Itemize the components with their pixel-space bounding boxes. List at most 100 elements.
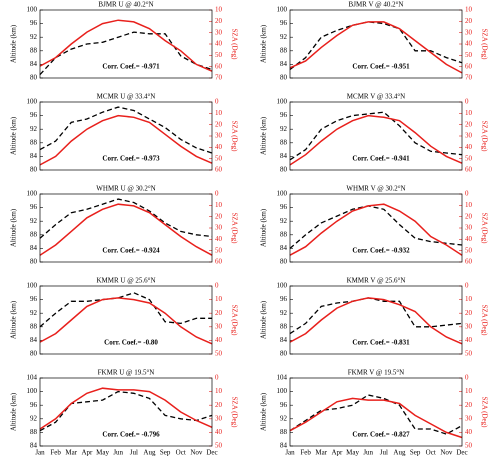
series-line [39, 203, 213, 256]
plot-frame [39, 101, 213, 171]
y-tick-label: 92 [30, 414, 38, 422]
y2-axis-label: SZA (Deg) [480, 397, 488, 429]
y2-tick-label: 60 [215, 166, 223, 174]
corr-annotation: Corr. Coef.= -0.827 [352, 431, 410, 439]
y2-tick-label: 10 [215, 6, 223, 14]
x-tick-label: Oct [426, 449, 436, 457]
y2-tick-label: 0 [465, 374, 469, 382]
y2-tick-label: 20 [465, 17, 473, 25]
y-tick-label: 84 [30, 60, 38, 68]
panel-title: MCMR U @ 33.4°N [97, 93, 156, 101]
y2-tick-label: 30 [465, 322, 473, 330]
series-line [289, 297, 463, 335]
y2-tick-label: 10 [215, 387, 223, 395]
x-tick-label: Jun [363, 449, 373, 457]
y-tick-label: 88 [30, 138, 38, 146]
y2-tick-label: 20 [215, 17, 223, 25]
y2-tick-label: 20 [465, 309, 473, 317]
y-tick-label: 88 [30, 428, 38, 436]
y2-tick-label: 10 [215, 295, 223, 303]
y2-tick-label: 50 [215, 246, 223, 254]
y2-tick-label: 0 [215, 98, 219, 106]
y-tick-label: 84 [280, 244, 288, 252]
y2-tick-label: 0 [215, 282, 219, 290]
plot-frame [289, 285, 463, 355]
y2-tick-label: 40 [465, 428, 473, 436]
series-line [39, 114, 213, 166]
plot-frame [39, 193, 213, 263]
series-line [289, 21, 463, 71]
y2-tick-label: 30 [465, 414, 473, 422]
plot-frame [289, 193, 463, 263]
panel-title: KMMR U @ 25.6°N [96, 277, 155, 285]
y-tick-label: 84 [280, 442, 288, 450]
y2-tick-label: 70 [215, 74, 223, 82]
y-axis-label: Altitude (km) [260, 208, 268, 247]
y-tick-label: 84 [280, 336, 288, 344]
y2-tick-label: 10 [465, 201, 473, 209]
corr-annotation: Corr. Coef.= -0.831 [352, 339, 410, 347]
y-tick-label: 100 [277, 282, 288, 290]
y-tick-label: 84 [30, 244, 38, 252]
corr-annotation: Corr. Coef.= -0.971 [102, 63, 160, 71]
y-tick-label: 92 [280, 309, 288, 317]
y-tick-label: 96 [30, 401, 38, 409]
y2-tick-label: 40 [215, 235, 223, 243]
y-tick-label: 100 [27, 6, 38, 14]
panel-title: WHMR V @ 30.2°N [346, 185, 405, 193]
series-line [289, 205, 463, 249]
y2-tick-label: 0 [465, 98, 469, 106]
y2-tick-label: 0 [465, 190, 469, 198]
y-axis-label: Altitude (km) [10, 392, 18, 431]
y-tick-label: 92 [280, 414, 288, 422]
series-line [39, 31, 213, 76]
y-axis-label: Altitude (km) [10, 24, 18, 63]
series-line [289, 394, 463, 435]
y2-axis-label: SZA (Deg) [480, 29, 488, 61]
y2-tick-label: 10 [465, 6, 473, 14]
x-tick-label: Feb [300, 449, 311, 457]
y2-axis-label: SZA (Deg) [230, 213, 238, 245]
y2-tick-label: 20 [465, 120, 473, 128]
x-tick-label: Apr [81, 449, 93, 457]
y-tick-label: 104 [277, 374, 288, 382]
y-tick-label: 100 [277, 190, 288, 198]
plot-frame [39, 9, 213, 79]
y2-tick-label: 50 [465, 51, 473, 59]
y2-tick-label: 30 [215, 28, 223, 36]
x-tick-label: Nov [190, 449, 203, 457]
x-tick-label: Mar [315, 449, 327, 457]
y2-tick-label: 0 [215, 374, 219, 382]
y2-tick-label: 30 [465, 28, 473, 36]
y-tick-label: 100 [27, 282, 38, 290]
y-tick-label: 92 [280, 33, 288, 41]
x-tick-label: May [346, 449, 359, 457]
x-tick-label: Oct [176, 449, 186, 457]
y2-tick-label: 40 [465, 235, 473, 243]
x-tick-label: Aug [393, 449, 406, 457]
y2-tick-label: 10 [465, 387, 473, 395]
y-axis-label: Altitude (km) [260, 392, 268, 431]
y-tick-label: 80 [30, 74, 38, 82]
corr-annotation: Corr. Coef.= -0.924 [102, 247, 160, 255]
y2-tick-label: 20 [215, 309, 223, 317]
y2-tick-label: 50 [215, 154, 223, 162]
y-axis-label: Altitude (km) [260, 24, 268, 63]
y-tick-label: 100 [27, 190, 38, 198]
y-tick-label: 96 [30, 203, 38, 211]
series-line [39, 292, 212, 328]
y2-axis-label: SZA (Deg) [230, 305, 238, 337]
y2-tick-label: 20 [465, 212, 473, 220]
y-tick-label: 96 [280, 401, 288, 409]
y-tick-label: 96 [30, 295, 38, 303]
x-tick-label: Mar [65, 449, 77, 457]
y2-tick-label: 40 [215, 336, 223, 344]
y-tick-label: 96 [280, 203, 288, 211]
y-tick-label: 100 [277, 98, 288, 106]
y2-tick-label: 50 [215, 51, 223, 59]
y2-axis-label: SZA (Deg) [480, 305, 488, 337]
y-tick-label: 88 [280, 428, 288, 436]
y2-tick-label: 50 [465, 154, 473, 162]
